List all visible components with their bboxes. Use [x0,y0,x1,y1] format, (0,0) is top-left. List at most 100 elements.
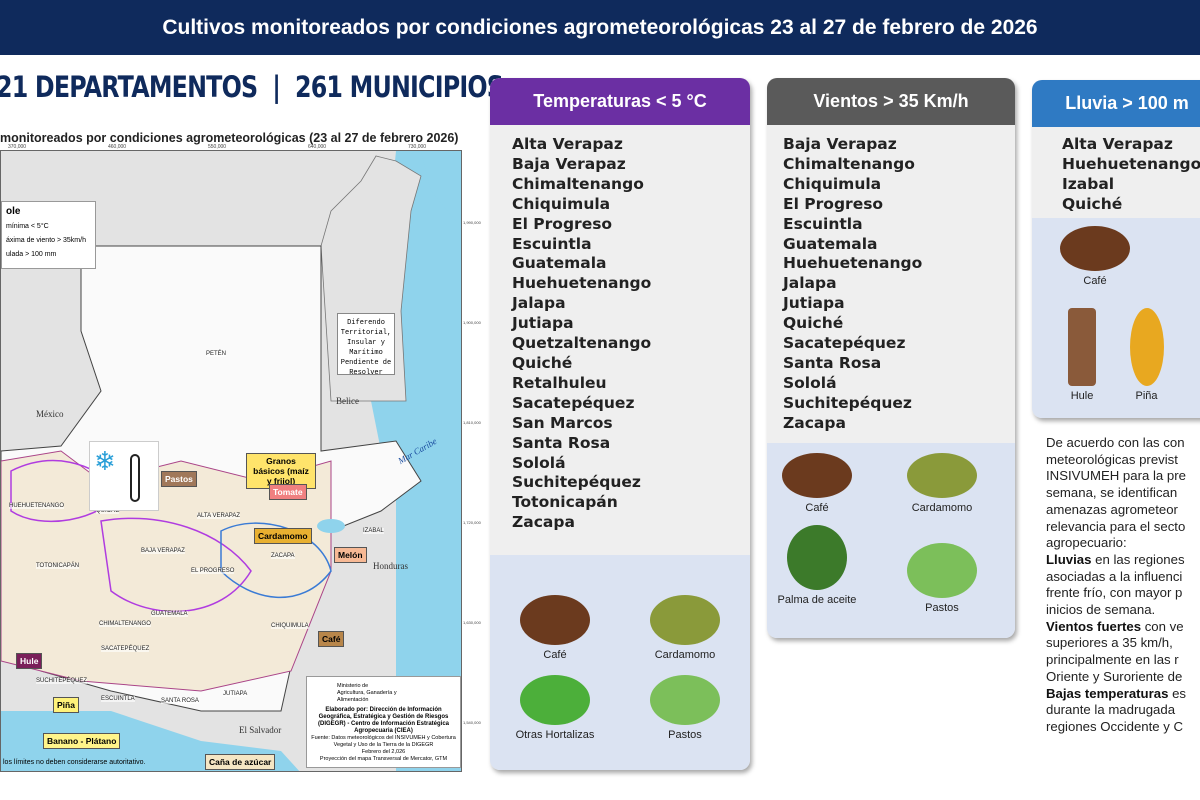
x-tick: 640,000 [308,144,327,150]
crop-tag: Melón [334,547,367,563]
dept-label: SUCHITEPÉQUEZ [36,678,88,684]
department-item: Jutiapa [783,294,845,313]
dept-label: BAJA VERAPAZ [141,548,185,554]
y-tick: 1,900,000 [463,320,481,325]
crop-tag: Caña de azúcar [205,754,276,770]
department-item: Escuintla [783,214,863,233]
department-item: Suchitepéquez [783,393,912,412]
dept-label: CHIMALTENANGO [99,621,151,627]
legend-item: ulada > 100 mm [6,251,57,258]
department-item: Suchitepéquez [512,473,641,492]
label-honduras: Honduras [373,561,408,571]
dept-label: SACATEPÉQUEZ [101,646,150,652]
crop-hule: Hule [1062,308,1102,402]
crop-tag: Banano - Plátano [43,733,121,749]
para-wind: Vientos fuertes con ve superiores a 35 k… [1046,619,1200,686]
department-item: Quiché [783,314,844,333]
map-credits: Ministerio de Agricultura, Ganadería y A… [306,676,461,768]
dept-label: SANTA ROSA [161,698,199,704]
crop-cardamomo: Cardamomo [887,453,997,514]
department-item: Chimaltenango [512,174,644,193]
map-disclaimer: los límites no deben considerarse autori… [3,759,146,766]
y-tick: 1,810,000 [463,420,481,425]
crop-palma: Palma de aceite [767,525,867,606]
header-title: Cultivos monitoreados por condiciones ag… [162,15,1038,39]
department-item: Chimaltenango [783,154,915,173]
department-list: Alta Verapaz Huehuetenango Izabal Quiché [1032,127,1200,215]
x-tick: 460,000 [108,144,127,150]
crop-label: Café [1083,275,1107,287]
department-item: Zacapa [783,413,846,432]
crop-label: Cardamomo [654,649,716,661]
crop-pastos: Pastos [887,543,997,614]
department-item: Escuintla [512,234,592,253]
cardamom-icon [907,453,977,498]
department-item: Alta Verapaz [1062,135,1173,153]
department-item: Sololá [512,453,566,472]
crop-label: Otras Hortalizas [515,729,595,741]
credits-fuente: Fuente: Datos meteorológicos del INSIVUM… [311,735,456,748]
card-wind: Vientos > 35 Km/h Baja Verapaz Chimaltena… [767,78,1015,638]
department-item: Sacatepéquez [512,393,635,412]
department-list: Baja Verapaz Chimaltenango Chiquimula El Pr… [767,125,1015,434]
y-tick: 1,990,000 [463,220,481,225]
coffee-icon [520,595,590,645]
crop-label: Café [805,502,829,514]
crop-label: Café [543,649,567,661]
credits-elaborado: Elaborado por: Dirección de Información … [317,707,450,734]
crop-cafe: Café [767,453,867,514]
coffee-icon [1060,226,1130,271]
department-item: Baja Verapaz [783,135,897,153]
department-item: Santa Rosa [783,353,882,372]
legend-item: áxima de viento > 35km/h [6,237,86,244]
dept-label: ALTA VERAPAZ [197,513,241,519]
vegetables-icon [520,675,590,725]
y-tick: 1,540,000 [463,720,481,725]
department-item: El Progreso [512,214,613,233]
credits-org: Ministerio de Agricultura, Ganadería y A… [337,683,397,703]
crop-cafe: Café [1040,226,1150,287]
department-item: Jalapa [512,294,566,313]
department-item: Quetzaltenango [512,334,652,353]
map-title: monitoreados por condiciones agrometeoro… [0,131,459,145]
crop-tag: Piña [53,697,79,713]
department-item: Santa Rosa [512,433,611,452]
card-header: Lluvia > 100 m [1032,80,1200,127]
department-item: Izabal [1062,174,1115,193]
crop-tag: Hule [16,653,43,669]
dept-label: QUICHÉ [96,508,120,514]
department-item: Baja Verapaz [512,154,626,173]
department-item: Jutiapa [512,314,574,333]
crop-panel: Café Cardamomo Palma de aceite Pastos [767,443,1015,638]
para-bold: Vientos fuertes [1046,618,1142,634]
cardamom-icon [650,595,720,645]
label-mexico: México [36,409,64,419]
para-bold: Lluvias [1046,551,1092,567]
crop-cafe: Café [510,595,600,661]
grass-icon [907,543,977,598]
coffee-icon [782,453,852,498]
grass-icon [650,675,720,725]
dept-label: GUATEMALA [151,611,188,617]
legend-item: mínima < 5°C [6,223,49,230]
thermometer-snow-icon: ❄ [89,441,159,511]
department-item: Quiché [512,353,573,372]
crop-label: Piña [1135,390,1158,402]
department-item: Sacatepéquez [783,334,906,353]
credits-fecha: Febrero del 2,026 [361,749,406,755]
page-header: Cultivos monitoreados por condiciones ag… [0,0,1200,55]
map-legend: ole mínima < 5°C áxima de viento > 35km/… [1,201,96,269]
department-item: Huehuetenango [783,254,923,273]
crop-tag: Café [318,631,345,647]
department-item: Quiché [1062,194,1123,213]
crop-label: Cardamomo [911,502,973,514]
department-item: El Progreso [783,194,884,213]
lake-izabal [317,519,345,533]
dept-label: EL PROGRESO [191,568,235,574]
dept-label: IZABAL [363,528,384,534]
y-tick: 1,720,000 [463,520,481,525]
crop-tag: Tomate [269,484,307,500]
contour-temp [100,517,252,613]
card-temperature: Temperaturas < 5 °C Alta Verapaz Baja Ver… [490,78,750,770]
x-tick: 370,000 [8,144,27,150]
